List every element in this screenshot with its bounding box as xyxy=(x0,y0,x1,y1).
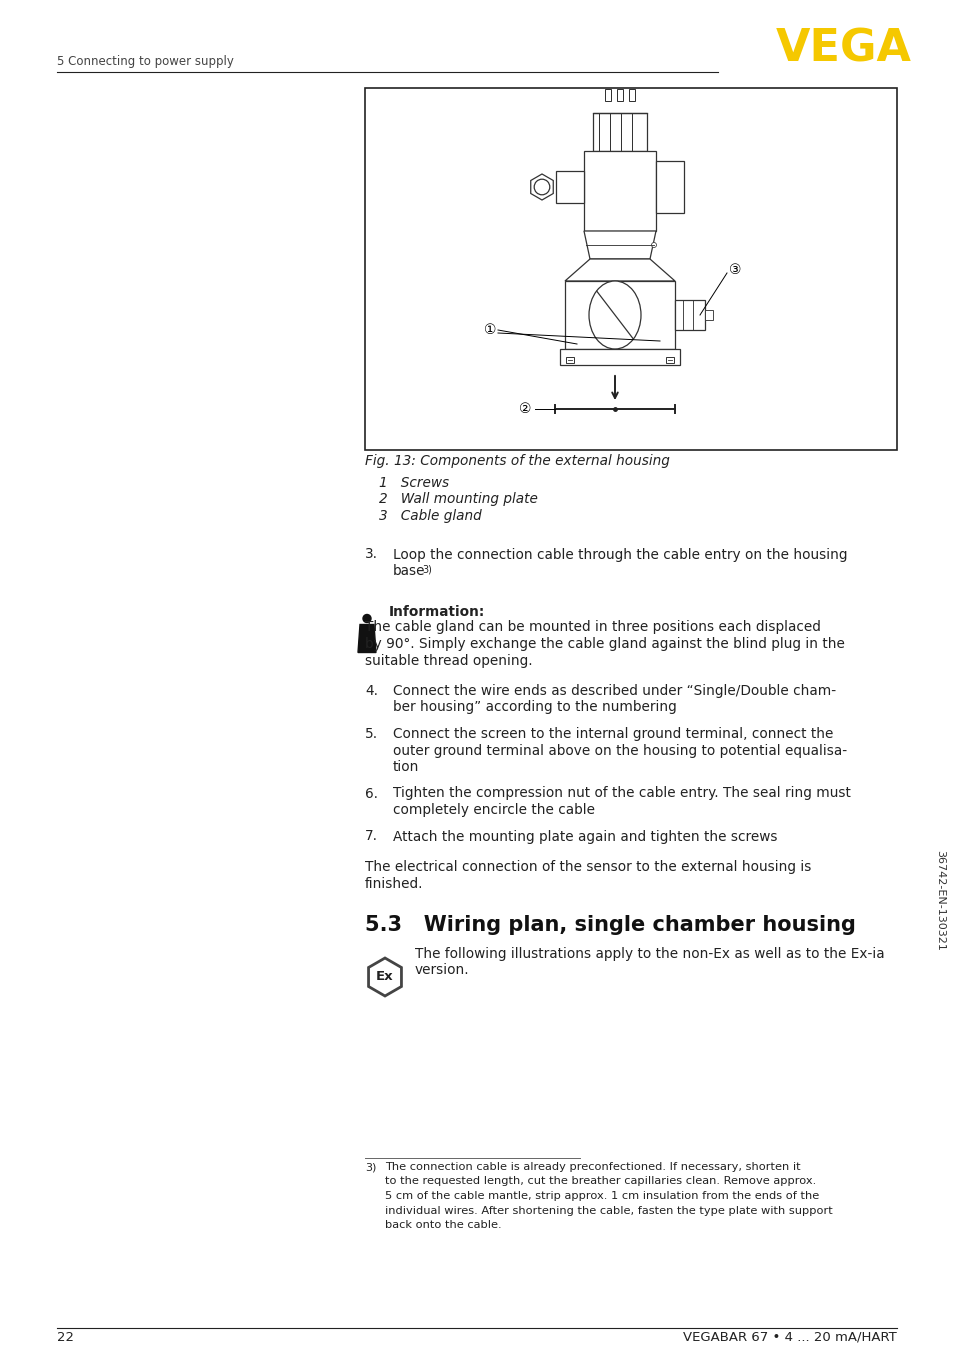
Text: ③: ③ xyxy=(728,263,740,278)
Text: The following illustrations apply to the non-Ex as well as to the Ex-ia: The following illustrations apply to the… xyxy=(415,946,883,961)
Text: 36742-EN-130321: 36742-EN-130321 xyxy=(934,849,944,951)
Text: to the requested length, cut the breather capillaries clean. Remove approx.: to the requested length, cut the breathe… xyxy=(385,1177,816,1186)
Text: 5 cm of the cable mantle, strip approx. 1 cm insulation from the ends of the: 5 cm of the cable mantle, strip approx. … xyxy=(385,1192,819,1201)
Text: tion: tion xyxy=(393,760,419,774)
Text: VEGA: VEGA xyxy=(775,28,911,70)
Text: 22: 22 xyxy=(57,1331,74,1345)
Text: The connection cable is already preconfectioned. If necessary, shorten it: The connection cable is already preconfe… xyxy=(385,1162,800,1173)
Bar xyxy=(604,89,610,102)
Text: Attach the mounting plate again and tighten the screws: Attach the mounting plate again and tigh… xyxy=(393,830,777,844)
Bar xyxy=(559,349,679,366)
Text: The cable gland can be mounted in three positions each displaced: The cable gland can be mounted in three … xyxy=(365,620,820,635)
Bar xyxy=(593,112,646,152)
Bar xyxy=(628,89,635,102)
Text: 3): 3) xyxy=(421,565,432,574)
Bar xyxy=(365,88,896,450)
Text: VEGABAR 67 • 4 ... 20 mA/HART: VEGABAR 67 • 4 ... 20 mA/HART xyxy=(682,1331,896,1345)
Text: Connect the screen to the internal ground terminal, connect the: Connect the screen to the internal groun… xyxy=(393,727,833,741)
Text: suitable thread opening.: suitable thread opening. xyxy=(365,654,532,668)
Bar xyxy=(617,89,622,102)
Text: 6.: 6. xyxy=(365,787,377,800)
Bar xyxy=(565,357,574,363)
Circle shape xyxy=(534,179,549,195)
Text: finished.: finished. xyxy=(365,876,423,891)
Polygon shape xyxy=(530,175,553,200)
Text: 4.: 4. xyxy=(365,684,377,699)
Bar xyxy=(564,282,675,349)
Text: Connect the wire ends as described under “Single/Double cham-: Connect the wire ends as described under… xyxy=(393,684,835,699)
Text: by 90°. Simply exchange the cable gland against the blind plug in the: by 90°. Simply exchange the cable gland … xyxy=(365,636,844,651)
Text: ber housing” according to the numbering: ber housing” according to the numbering xyxy=(393,700,676,715)
Text: Loop the connection cable through the cable entry on the housing: Loop the connection cable through the ca… xyxy=(393,547,846,562)
Polygon shape xyxy=(357,624,375,653)
Bar xyxy=(665,357,673,363)
Text: 5.: 5. xyxy=(365,727,377,741)
Text: version.: version. xyxy=(415,964,469,978)
Text: Tighten the compression nut of the cable entry. The seal ring must: Tighten the compression nut of the cable… xyxy=(393,787,850,800)
Text: 5 Connecting to power supply: 5 Connecting to power supply xyxy=(57,56,233,68)
Polygon shape xyxy=(583,232,656,259)
Text: 2   Wall mounting plate: 2 Wall mounting plate xyxy=(378,493,537,506)
Text: 3   Cable gland: 3 Cable gland xyxy=(378,509,481,523)
Text: 7.: 7. xyxy=(365,830,377,844)
Text: The electrical connection of the sensor to the external housing is: The electrical connection of the sensor … xyxy=(365,860,810,873)
Text: ②: ② xyxy=(518,402,531,416)
Bar xyxy=(704,310,712,320)
Bar xyxy=(583,152,656,232)
Text: completely encircle the cable: completely encircle the cable xyxy=(393,803,595,816)
Text: Information:: Information: xyxy=(389,604,485,619)
Text: Fig. 13: Components of the external housing: Fig. 13: Components of the external hous… xyxy=(365,454,669,468)
Text: 1   Screws: 1 Screws xyxy=(378,477,449,490)
Text: outer ground terminal above on the housing to potential equalisa-: outer ground terminal above on the housi… xyxy=(393,743,846,757)
Text: 3): 3) xyxy=(365,1162,376,1173)
Text: ①: ① xyxy=(483,324,496,337)
Circle shape xyxy=(651,242,656,248)
Text: 3.: 3. xyxy=(365,547,377,562)
Text: 5.3   Wiring plan, single chamber housing: 5.3 Wiring plan, single chamber housing xyxy=(365,915,855,936)
Ellipse shape xyxy=(588,282,640,349)
Bar xyxy=(556,171,583,203)
Text: Ex: Ex xyxy=(375,971,394,983)
Bar xyxy=(656,161,683,213)
Text: back onto the cable.: back onto the cable. xyxy=(385,1220,501,1229)
Text: base: base xyxy=(393,565,425,578)
Bar xyxy=(675,301,704,330)
Polygon shape xyxy=(564,259,675,282)
Circle shape xyxy=(363,615,371,623)
Polygon shape xyxy=(368,959,401,997)
Text: individual wires. After shortening the cable, fasten the type plate with support: individual wires. After shortening the c… xyxy=(385,1205,832,1216)
